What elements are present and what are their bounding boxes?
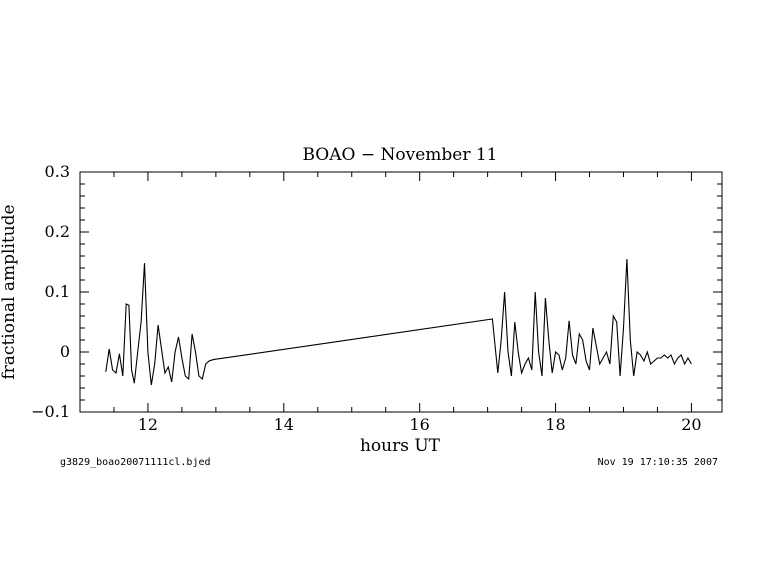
tick-labels: 12 14 16 18 20 −0.1 0 0.1 0.2 0.3 xyxy=(31,162,701,434)
x-tick-label: 12 xyxy=(138,415,158,434)
y-tick-label: −0.1 xyxy=(31,402,70,421)
x-tick-label: 18 xyxy=(545,415,565,434)
x-tick-label: 14 xyxy=(274,415,294,434)
chart-title: BOAO − November 11 xyxy=(302,145,497,165)
y-tick-label: 0 xyxy=(60,342,70,361)
y-tick-label: 0.1 xyxy=(45,282,70,301)
y-axis-label: fractional amplitude xyxy=(0,204,19,379)
series-line xyxy=(105,258,692,386)
y-tick-label: 0.2 xyxy=(45,222,70,241)
ticks xyxy=(80,171,722,413)
footer-timestamp: Nov 19 17:10:35 2007 xyxy=(598,457,718,468)
x-tick-label: 20 xyxy=(681,415,701,434)
footer-filename: g3829_boao20071111cl.bjed xyxy=(60,457,211,468)
y-tick-label: 0.3 xyxy=(45,162,70,181)
x-axis-label: hours UT xyxy=(360,436,441,456)
x-tick-label: 16 xyxy=(410,415,430,434)
